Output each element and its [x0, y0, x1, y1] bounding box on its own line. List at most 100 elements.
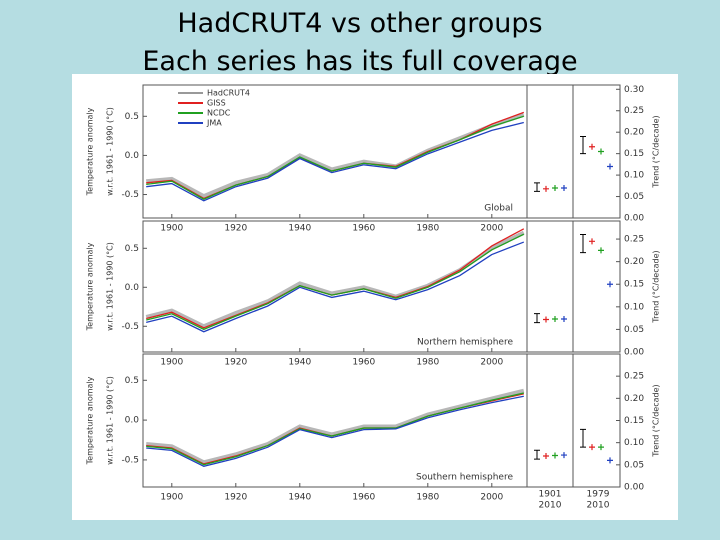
x-tick-label: 1960: [352, 493, 375, 503]
y2-axis-label: Trend (°C/decade): [652, 250, 661, 323]
trend-marker: [552, 452, 558, 459]
x-tick-label: 1920: [224, 224, 247, 234]
figure: [72, 74, 678, 520]
series-line: [146, 241, 525, 333]
y-tick-label: 0.0: [125, 151, 140, 161]
series-line: [146, 388, 525, 465]
x-tick-label: 1960: [352, 358, 375, 368]
y2-tick-label: 0.00: [624, 214, 644, 224]
trend-marker: [543, 452, 549, 459]
y2-tick-label: 0.25: [624, 372, 644, 382]
y2-tick-label: 0.05: [624, 192, 644, 202]
panel-label: Northern hemisphere: [417, 338, 513, 348]
y2-tick-label: 0.15: [624, 149, 644, 159]
panel-label: Global: [484, 204, 513, 214]
x-tick-label: 1960: [352, 224, 375, 234]
series-line: [146, 395, 524, 467]
plot-frame: [142, 220, 621, 353]
y2-tick-label: 0.20: [624, 257, 644, 267]
x-tick-label: 1900: [160, 224, 183, 234]
x-tick-label: 2000: [480, 493, 503, 503]
trend-marker: [607, 457, 613, 464]
slide-subtitle: Each series has its full coverage: [142, 46, 577, 77]
x-tick-label: 1900: [160, 358, 183, 368]
y-axis-label: Temperature anomaly: [86, 242, 95, 331]
y2-tick-label: 0.05: [624, 325, 644, 335]
y-tick-label: 0.5: [125, 244, 139, 254]
x-tick-label: 1980: [416, 224, 439, 234]
y2-axis-label: Trend (°C/decade): [652, 115, 661, 188]
y-axis-label: w.r.t. 1961 - 1990 (°C): [106, 107, 115, 196]
trend-marker: [598, 247, 604, 254]
y2-tick-label: 0.10: [624, 438, 644, 448]
y-axis-label: Temperature anomaly: [86, 376, 95, 465]
y2-axis-label: Trend (°C/decade): [652, 384, 661, 457]
y2-tick-label: 0.20: [624, 128, 644, 138]
x-tick-label: 2000: [480, 224, 503, 234]
y2-tick-label: 0.25: [624, 235, 644, 245]
x-tick-label: 1920: [224, 358, 247, 368]
y-tick-label: 0.5: [125, 112, 139, 122]
series-line: [146, 112, 525, 199]
y2-tick-label: 0.10: [624, 302, 644, 312]
y-tick-label: 0.0: [125, 416, 140, 426]
y2-tick-label: 0.00: [624, 483, 644, 493]
trend-marker: [589, 143, 595, 150]
trend-period-label: 2010: [539, 501, 562, 511]
y2-tick-label: 0.00: [624, 348, 644, 358]
y-axis-label: w.r.t. 1961 - 1990 (°C): [106, 242, 115, 331]
x-tick-label: 1980: [416, 358, 439, 368]
trend-period-label: 2010: [587, 501, 610, 511]
x-tick-label: 1900: [160, 493, 183, 503]
slide-title: HadCRUT4 vs other groups: [177, 8, 542, 39]
trend-marker: [552, 184, 558, 191]
legend-label: NCDC: [207, 109, 231, 118]
x-tick-label: 1940: [288, 358, 311, 368]
series-line: [146, 121, 524, 202]
y-tick-label: 0.5: [125, 376, 139, 386]
x-tick-label: 1940: [288, 493, 311, 503]
y2-tick-label: 0.30: [624, 85, 644, 95]
trend-error-bar: [534, 313, 540, 324]
trend-error-bar: [580, 428, 586, 448]
y-tick-label: -0.5: [121, 455, 139, 465]
legend-label: HadCRUT4: [207, 89, 250, 98]
y2-tick-label: 0.15: [624, 416, 644, 426]
y2-tick-label: 0.20: [624, 394, 644, 404]
trend-error-bar: [580, 234, 586, 254]
x-tick-label: 1940: [288, 224, 311, 234]
trend-marker: [589, 238, 595, 245]
x-tick-label: 1980: [416, 493, 439, 503]
x-tick-label: 1920: [224, 493, 247, 503]
trend-marker: [607, 281, 613, 288]
y2-tick-label: 0.15: [624, 280, 644, 290]
x-tick-label: 2000: [480, 358, 503, 368]
y-tick-label: -0.5: [121, 190, 139, 200]
y-axis-label: w.r.t. 1961 - 1990 (°C): [106, 376, 115, 465]
trend-marker: [561, 316, 567, 323]
trend-marker: [543, 316, 549, 323]
trend-marker: [561, 452, 567, 459]
series-line: [146, 115, 524, 200]
y2-tick-label: 0.25: [624, 106, 644, 116]
trend-error-bar: [580, 135, 586, 155]
trend-marker: [598, 148, 604, 155]
trend-error-bar: [534, 449, 540, 460]
trend-marker: [607, 163, 613, 170]
series-line: [146, 233, 525, 331]
legend-label: JMA: [206, 119, 222, 128]
y-tick-label: -0.5: [121, 322, 139, 332]
trend-period-label: 1901: [539, 490, 562, 500]
trend-marker: [552, 316, 558, 323]
trend-marker: [589, 444, 595, 451]
y2-tick-label: 0.10: [624, 171, 644, 181]
trend-marker: [561, 184, 567, 191]
y2-tick-label: 0.05: [624, 460, 644, 470]
plot-frame: [142, 84, 621, 219]
trend-period-label: 1979: [587, 490, 610, 500]
series-line: [146, 392, 524, 466]
trend-marker: [543, 185, 549, 192]
legend-label: GISS: [207, 99, 226, 108]
trend-marker: [598, 444, 604, 451]
